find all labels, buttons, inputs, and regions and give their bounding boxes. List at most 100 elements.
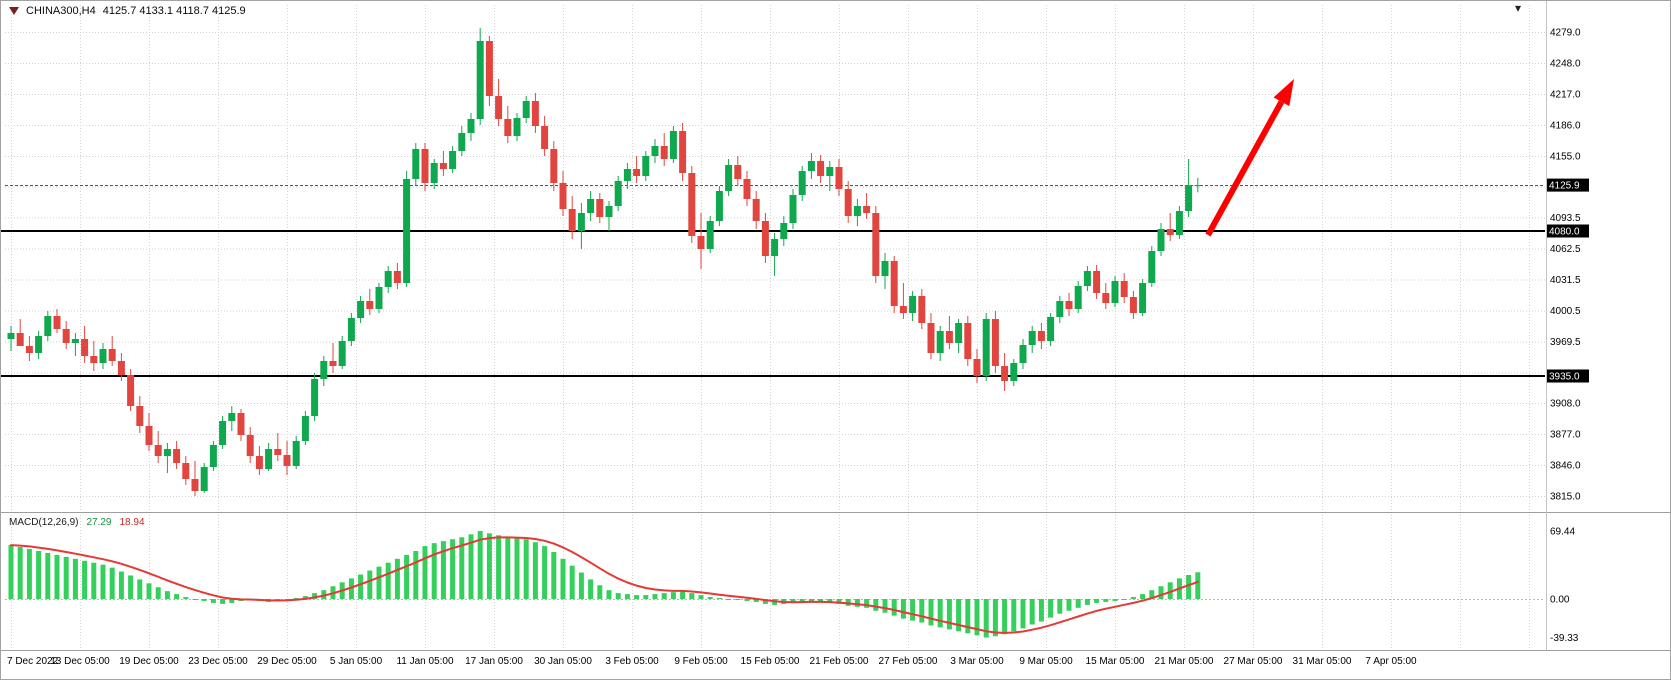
candle-body	[403, 179, 411, 283]
macd-bar	[468, 534, 474, 599]
macd-bar	[358, 574, 364, 599]
macd-bar	[109, 567, 115, 599]
macd-bar	[431, 543, 437, 599]
macd-bar	[1057, 599, 1063, 614]
time-label: 29 Dec 05:00	[257, 656, 317, 667]
macd-bar	[689, 593, 695, 599]
macd-signal-line	[10, 536, 1199, 634]
candle-body	[761, 221, 769, 256]
candle-body	[651, 146, 659, 156]
candle-body	[99, 349, 107, 363]
macd-bar	[496, 535, 502, 599]
candle-body	[117, 361, 125, 375]
price-label: 4217.0	[1550, 90, 1581, 101]
macd-bar	[551, 551, 557, 599]
candle-body	[807, 161, 815, 171]
candle-body	[173, 449, 181, 463]
macd-bar	[450, 539, 456, 599]
candle-body	[817, 161, 825, 176]
candle-body	[1175, 211, 1183, 235]
macd-bar	[937, 599, 943, 628]
chart-menu-icon[interactable]: ▾	[1515, 1, 1522, 15]
time-label: 15 Feb 05:00	[741, 656, 800, 667]
macd-bar	[1167, 582, 1173, 599]
candle-body	[329, 361, 337, 366]
price-badge: 3935.0	[1547, 369, 1589, 383]
macd-bar	[680, 591, 686, 599]
macd-axis-label: 69.44	[1550, 526, 1575, 537]
macd-bar	[72, 558, 78, 599]
candle-body	[255, 456, 263, 469]
price-label: 4186.0	[1550, 121, 1581, 132]
candle-body	[513, 118, 521, 136]
macd-bar	[735, 599, 741, 600]
candle-body	[697, 236, 705, 249]
macd-bar	[220, 599, 226, 604]
candle-body	[62, 329, 70, 343]
candle-body	[145, 426, 153, 445]
macd-bar	[983, 599, 989, 638]
candle-body	[53, 316, 61, 329]
candle-body	[909, 296, 917, 313]
macd-bar	[45, 552, 51, 599]
candle-body	[35, 336, 43, 353]
macd-histogram	[8, 530, 1201, 638]
candle-body	[25, 346, 33, 353]
price-label: 3908.0	[1550, 399, 1581, 410]
candle-body	[246, 435, 254, 456]
macd-bar	[1011, 599, 1017, 632]
candle-body	[955, 323, 963, 343]
price-badge: 4125.9	[1547, 178, 1589, 192]
time-label: 21 Mar 05:00	[1155, 656, 1214, 667]
candle-body	[1010, 363, 1018, 381]
macd-bar	[698, 595, 704, 599]
macd-bar	[17, 547, 23, 599]
macd-bar	[100, 564, 106, 599]
candle-body	[633, 169, 641, 176]
candle-body	[752, 199, 760, 221]
macd-bar	[753, 599, 759, 602]
symbol-triangle-icon	[9, 7, 19, 15]
price-label: 3969.5	[1550, 337, 1581, 348]
macd-bar	[652, 594, 658, 599]
candle-body	[964, 323, 972, 359]
candle-body	[375, 287, 383, 309]
macd-bar	[1186, 574, 1192, 599]
price-label: 4000.5	[1550, 306, 1581, 317]
macd-bar	[965, 599, 971, 634]
macd-bar	[836, 599, 842, 604]
candle-body	[706, 221, 714, 249]
candle-body	[504, 119, 512, 136]
macd-bar	[348, 578, 354, 599]
time-label: 19 Dec 05:00	[119, 656, 179, 667]
candle-body	[1111, 281, 1119, 303]
macd-bar	[634, 595, 640, 599]
candle-body	[1157, 229, 1165, 251]
macd-bar	[174, 594, 180, 599]
candle-body	[200, 467, 208, 491]
candle-body	[1185, 185, 1193, 211]
candle-body	[90, 356, 98, 363]
macd-readout: MACD(12,26,9) 27.29 18.94	[9, 517, 145, 528]
candle-body	[430, 163, 438, 183]
time-label: 3 Feb 05:00	[605, 656, 659, 667]
macd-bar	[505, 537, 511, 599]
macd-bar	[726, 599, 732, 600]
macd-bar	[542, 546, 548, 599]
candle-body	[771, 239, 779, 256]
macd-bar	[394, 558, 400, 599]
price-label: 4155.0	[1550, 152, 1581, 163]
candle-body	[458, 133, 466, 151]
candle-body	[1037, 331, 1045, 341]
time-label: 11 Jan 05:00	[396, 656, 454, 667]
candle-body	[393, 271, 401, 283]
price-label: 4248.0	[1550, 59, 1581, 70]
trend-arrow[interactable]	[1205, 79, 1294, 237]
candle-body	[991, 319, 999, 366]
candle-body	[347, 318, 355, 341]
macd-bar	[928, 599, 934, 626]
macd-bar	[1149, 590, 1155, 599]
candle-body	[338, 341, 346, 366]
